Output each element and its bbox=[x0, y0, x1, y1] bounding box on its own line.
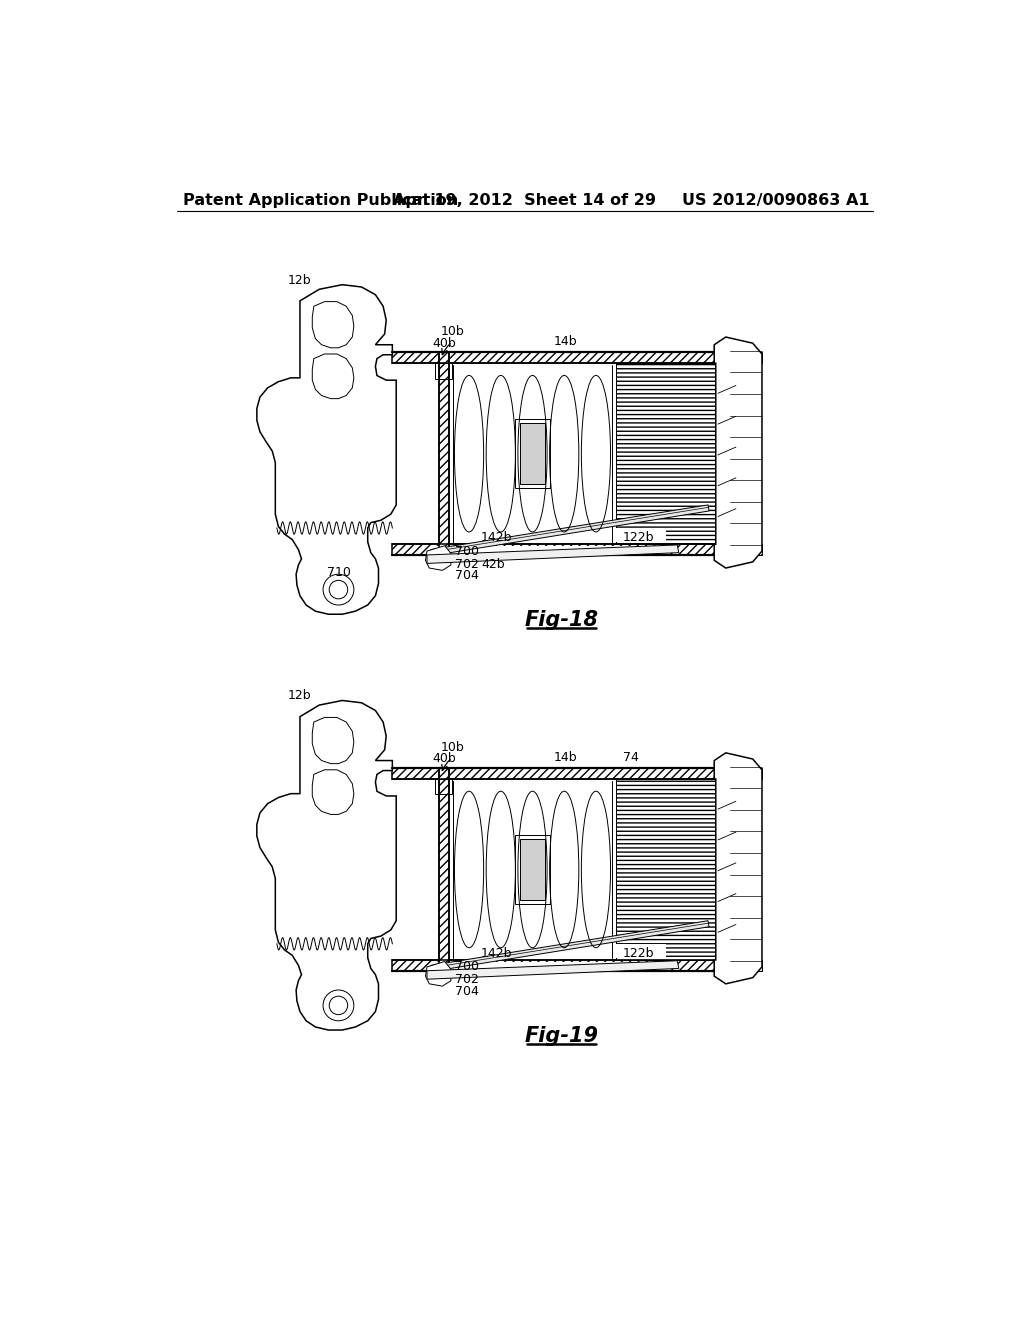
Text: Fig-18: Fig-18 bbox=[524, 610, 599, 631]
Text: 12b: 12b bbox=[288, 273, 311, 286]
Bar bbox=[435, 363, 453, 379]
Text: 12b: 12b bbox=[288, 689, 311, 702]
Bar bbox=[615, 779, 716, 960]
Polygon shape bbox=[714, 337, 762, 568]
Text: 40b: 40b bbox=[433, 752, 457, 766]
Bar bbox=[438, 768, 450, 970]
Bar bbox=[438, 352, 450, 554]
Polygon shape bbox=[257, 701, 396, 1030]
Polygon shape bbox=[312, 770, 354, 814]
Bar bbox=[515, 836, 550, 904]
Text: US 2012/0090863 A1: US 2012/0090863 A1 bbox=[682, 193, 869, 209]
Text: 704: 704 bbox=[456, 569, 479, 582]
Circle shape bbox=[330, 997, 348, 1015]
Polygon shape bbox=[312, 302, 354, 348]
Bar bbox=[519, 424, 546, 484]
Polygon shape bbox=[427, 961, 679, 979]
Polygon shape bbox=[427, 545, 679, 564]
Polygon shape bbox=[312, 354, 354, 399]
Bar bbox=[615, 363, 716, 544]
Text: 702: 702 bbox=[456, 557, 479, 570]
Text: 704: 704 bbox=[456, 985, 479, 998]
Circle shape bbox=[323, 574, 354, 605]
Bar bbox=[322, 762, 340, 771]
Bar bbox=[714, 768, 762, 779]
Bar bbox=[392, 352, 716, 363]
Text: 142b: 142b bbox=[480, 946, 512, 960]
Polygon shape bbox=[425, 961, 451, 986]
Bar bbox=[714, 544, 762, 554]
Polygon shape bbox=[312, 718, 354, 763]
Bar bbox=[392, 544, 716, 554]
Text: 700: 700 bbox=[456, 961, 479, 973]
Bar bbox=[392, 960, 716, 970]
Polygon shape bbox=[431, 506, 709, 556]
Bar bbox=[431, 545, 670, 560]
Circle shape bbox=[433, 966, 441, 974]
Polygon shape bbox=[425, 545, 451, 570]
Bar bbox=[519, 840, 546, 900]
Bar bbox=[451, 944, 666, 958]
Polygon shape bbox=[257, 285, 396, 614]
Bar bbox=[322, 346, 340, 355]
Polygon shape bbox=[431, 921, 709, 972]
Text: 142b: 142b bbox=[480, 531, 512, 544]
Bar bbox=[435, 779, 453, 795]
Text: 40b: 40b bbox=[433, 337, 457, 350]
Text: 14b: 14b bbox=[554, 335, 578, 348]
Text: 10b: 10b bbox=[440, 741, 464, 754]
Bar bbox=[431, 961, 670, 975]
Text: Patent Application Publication: Patent Application Publication bbox=[183, 193, 458, 209]
Circle shape bbox=[433, 552, 441, 558]
Text: 14b: 14b bbox=[554, 751, 578, 764]
Text: 122b: 122b bbox=[623, 946, 654, 960]
Polygon shape bbox=[714, 752, 762, 983]
Text: 74: 74 bbox=[624, 751, 639, 764]
Bar bbox=[714, 960, 762, 970]
Text: 122b: 122b bbox=[623, 531, 654, 544]
Bar bbox=[714, 352, 762, 363]
Text: Fig-19: Fig-19 bbox=[524, 1026, 599, 1047]
Text: Apr. 19, 2012  Sheet 14 of 29: Apr. 19, 2012 Sheet 14 of 29 bbox=[393, 193, 656, 209]
Text: 702: 702 bbox=[456, 973, 479, 986]
Text: 42b: 42b bbox=[481, 557, 505, 570]
Bar bbox=[451, 528, 666, 541]
Bar bbox=[515, 420, 550, 488]
Text: 700: 700 bbox=[456, 545, 479, 557]
Text: 10b: 10b bbox=[440, 325, 464, 338]
Circle shape bbox=[330, 581, 348, 599]
Text: 710: 710 bbox=[327, 566, 350, 579]
Circle shape bbox=[323, 990, 354, 1020]
Bar bbox=[392, 768, 716, 779]
